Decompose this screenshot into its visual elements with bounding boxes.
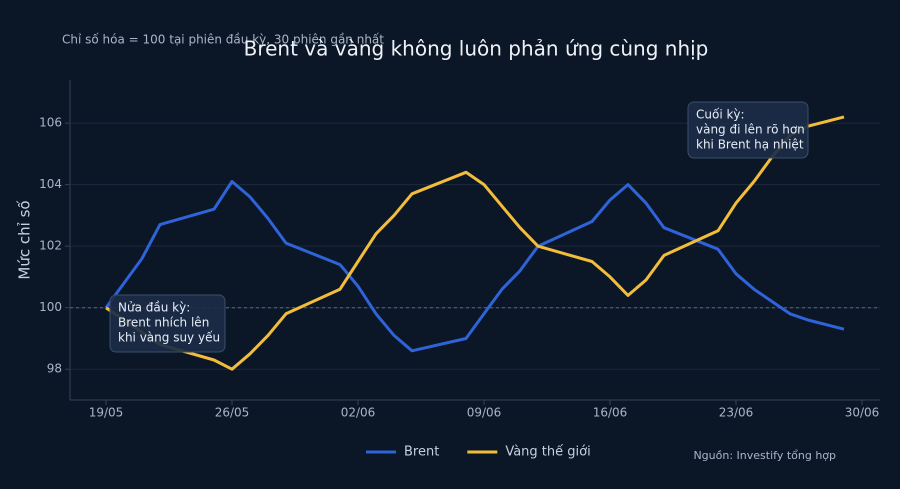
- annotation-text: Brent nhích lên: [118, 316, 209, 330]
- annotation-text: khi vàng suy yếu: [118, 331, 220, 345]
- series-line: [104, 180, 845, 353]
- x-tick-label: 02/06: [341, 406, 376, 420]
- x-tick-label: 23/06: [719, 406, 754, 420]
- annotation-box: [687, 101, 809, 159]
- annotation-text: khi Brent hạ nhiệt: [696, 138, 804, 152]
- x-tick-label: 09/06: [467, 406, 502, 420]
- y-tick-label: 102: [39, 239, 62, 253]
- annotation-text: vàng đi lên rõ hơn: [696, 123, 805, 137]
- legend-label: Vàng thế giới: [505, 445, 590, 460]
- x-tick-label: 16/06: [593, 406, 628, 420]
- annotation-text: Nửa đầu kỳ:: [118, 301, 190, 315]
- y-axis-label: Mức chỉ số: [16, 200, 34, 280]
- chart-title: Brent và vàng không luôn phản ứng cùng n…: [244, 37, 709, 61]
- y-tick-label: 106: [39, 116, 62, 130]
- legend-label: Brent: [404, 445, 439, 460]
- x-tick-label: 19/05: [89, 406, 124, 420]
- annotation-box: [109, 294, 226, 353]
- y-tick-label: 100: [39, 300, 62, 314]
- x-tick-label: 30/06: [845, 406, 880, 420]
- y-tick-label: 104: [39, 177, 62, 191]
- subtitle: Chỉ số hóa = 100 tại phiên đầu kỳ, 30 ph…: [62, 33, 384, 47]
- annotation-text: Cuối kỳ:: [696, 108, 745, 122]
- x-tick-label: 26/05: [215, 406, 250, 420]
- source: Nguồn: Investify tổng hợp: [693, 449, 836, 462]
- series-line: [105, 115, 845, 371]
- y-tick-label: 98: [47, 362, 62, 376]
